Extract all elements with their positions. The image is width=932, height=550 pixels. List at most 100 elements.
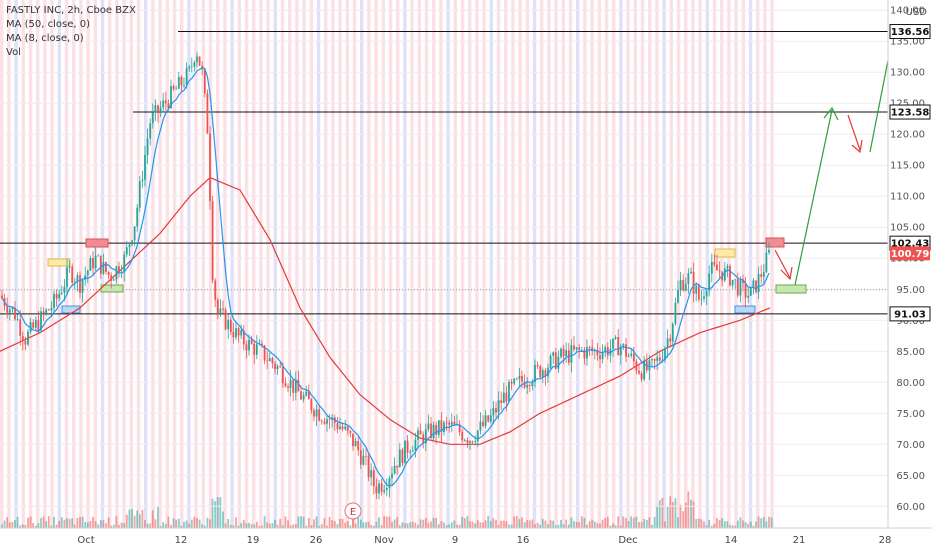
- price-level-tag-bg: [890, 24, 930, 39]
- candle-body: [315, 409, 318, 417]
- volume-bar: [250, 524, 253, 528]
- volume-bar: [328, 516, 331, 528]
- volume-bar: [354, 523, 357, 528]
- session-band: [511, 0, 515, 528]
- legend-ma8[interactable]: MA (8, close, 0): [6, 33, 84, 44]
- session-band: [201, 0, 205, 528]
- volume-bar: [63, 519, 66, 528]
- volume-bar: [185, 520, 188, 528]
- candle-body: [666, 338, 669, 349]
- candle-body: [601, 352, 604, 360]
- candle-body: [391, 473, 393, 479]
- volume-bar: [430, 521, 432, 528]
- candle-body: [466, 439, 469, 444]
- volume-bar: [505, 521, 508, 528]
- candle-body: [242, 330, 245, 345]
- volume-bar: [523, 522, 526, 528]
- candle-body: [718, 270, 721, 272]
- volume-bar: [500, 520, 503, 528]
- volume-bar: [476, 520, 479, 528]
- legend-vol[interactable]: Vol: [6, 47, 21, 58]
- candle-body: [710, 262, 713, 274]
- candle-body: [24, 340, 27, 345]
- session-band: [316, 0, 321, 528]
- volume-bar: [3, 520, 6, 528]
- candle-body: [632, 353, 635, 362]
- candle-body: [198, 56, 201, 66]
- support-box-blue: [734, 305, 756, 314]
- volume-bar: [697, 518, 700, 528]
- volume-bar: [632, 517, 635, 528]
- session-band: [259, 0, 263, 528]
- session-band: [734, 0, 738, 528]
- volume-bar: [27, 517, 29, 528]
- volume-bar: [102, 520, 105, 528]
- volume-bar: [84, 521, 87, 528]
- candle-body: [505, 392, 508, 402]
- session-band: [410, 0, 414, 528]
- volume-bar: [502, 520, 505, 528]
- candle-body: [461, 432, 464, 441]
- candle-body: [417, 430, 419, 440]
- candle-body: [131, 240, 133, 245]
- candle-body: [19, 319, 22, 336]
- candle-body: [196, 56, 198, 63]
- candle-body: [123, 254, 126, 273]
- session-band: [331, 0, 335, 528]
- candle-body: [40, 311, 42, 331]
- candle-body: [45, 309, 48, 314]
- candle-body: [768, 249, 770, 253]
- candle-body: [443, 422, 445, 433]
- volume-bar: [110, 525, 113, 528]
- candle-body: [372, 470, 375, 487]
- candle-body: [6, 306, 9, 313]
- candle-body: [151, 112, 154, 124]
- volume-bar: [154, 519, 157, 528]
- candle-body: [565, 350, 568, 357]
- x-tick-label: Oct: [77, 535, 94, 546]
- session-bands: [0, 0, 774, 528]
- down-arrow-head: [851, 139, 863, 154]
- y-tick-label: 70.00: [896, 440, 925, 451]
- volume-bar: [599, 523, 601, 528]
- candle-body: [224, 309, 227, 330]
- x-tick-label: 14: [725, 535, 738, 546]
- candle-body: [534, 365, 536, 383]
- volume-bar: [201, 524, 204, 528]
- y-tick-label: 65.00: [896, 471, 925, 482]
- candle-body: [115, 266, 118, 280]
- candle-body: [8, 309, 11, 313]
- candle-body: [32, 322, 35, 328]
- session-band: [532, 0, 537, 528]
- legend-symbol[interactable]: FASTLY INC, 2h, Cboe BZX: [6, 5, 136, 16]
- candle-body: [175, 88, 178, 90]
- price-level-tag-border: [889, 24, 931, 40]
- legend-ma50[interactable]: MA (50, close, 0): [6, 19, 91, 30]
- volume-bar: [427, 522, 430, 528]
- volume-bar: [320, 524, 323, 528]
- price-tags: 136.56 123.58 102.43 91.03 100.79: [889, 24, 931, 322]
- y-tick-label: 85.00: [896, 347, 925, 358]
- volume-bar: [307, 517, 310, 528]
- candle-body: [172, 86, 175, 90]
- candle-body: [11, 307, 14, 310]
- x-tick-label: 21: [793, 535, 806, 546]
- volume-bar: [248, 522, 250, 528]
- volume-bar: [32, 523, 35, 528]
- volume-bar: [406, 523, 409, 528]
- volume-bar: [578, 522, 581, 528]
- session-band: [460, 0, 465, 528]
- candle-body: [349, 430, 352, 434]
- candle-body: [185, 68, 188, 85]
- candle-body: [596, 349, 599, 356]
- volume-bar: [86, 522, 89, 528]
- volume-bar: [50, 525, 53, 528]
- candle-body: [604, 347, 607, 353]
- candle-body: [110, 275, 113, 281]
- candle-body: [591, 347, 594, 352]
- volume-bar: [29, 516, 32, 528]
- candle-body: [435, 424, 438, 435]
- candle-body: [630, 353, 633, 356]
- candle-body: [326, 419, 328, 424]
